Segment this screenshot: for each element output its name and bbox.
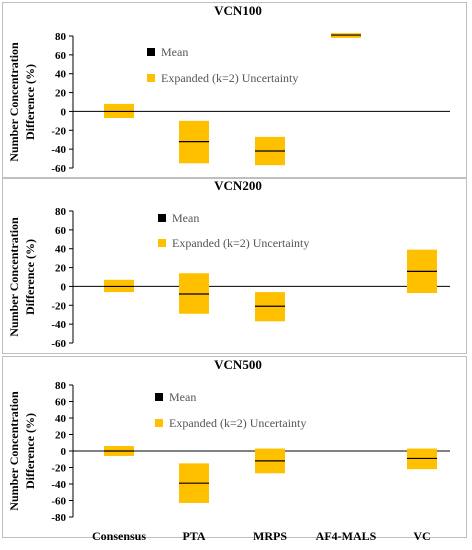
y-tick-label: -60 (51, 163, 66, 175)
y-tick-label: 20 (55, 88, 67, 100)
y-tick-label: 40 (55, 69, 67, 81)
y-tick-label: -20 (51, 300, 66, 312)
y-axis-label: Number Concentration (7, 391, 21, 511)
y-axis-label: Difference (%) (23, 413, 37, 489)
legend-mean-label: Mean (172, 211, 199, 225)
y-axis-label: Difference (%) (23, 239, 37, 315)
legend-mean-swatch (155, 393, 163, 401)
y-tick-label: -40 (51, 479, 66, 491)
panel-frame (2, 178, 467, 354)
y-tick-label: 60 (55, 397, 67, 409)
y-tick-label: -40 (51, 144, 66, 156)
y-tick-label: 40 (55, 244, 67, 256)
y-tick-label: 20 (55, 430, 67, 442)
y-tick-label: -60 (51, 338, 66, 350)
y-tick-label: -20 (51, 463, 66, 475)
y-tick-label: 80 (55, 206, 67, 218)
y-tick-label: 40 (55, 413, 67, 425)
legend-uncertainty-swatch (155, 419, 163, 427)
chart-title: VCN200 (214, 178, 262, 193)
y-axis-label: Number Concentration (7, 42, 21, 162)
y-tick-label: -80 (51, 512, 66, 524)
legend-mean-label: Mean (161, 45, 188, 59)
legend-mean-swatch (147, 48, 155, 56)
legend-uncertainty-label: Expanded (k=2) Uncertainty (161, 71, 298, 85)
y-tick-label: 80 (55, 31, 67, 43)
y-tick-label: -40 (51, 319, 66, 331)
y-tick-label: -60 (51, 496, 66, 508)
y-tick-label: 60 (55, 50, 67, 62)
x-category-label: AF4-MALS (316, 529, 377, 543)
y-axis-label: Difference (%) (23, 64, 37, 140)
y-tick-label: 60 (55, 225, 67, 237)
legend-uncertainty-label: Expanded (k=2) Uncertainty (172, 236, 309, 250)
x-category-label: MRPS (253, 529, 287, 543)
legend-uncertainty-swatch (147, 74, 155, 82)
x-category-label: Consensus (92, 529, 146, 543)
y-tick-label: 20 (55, 263, 67, 275)
panel-frame (2, 2, 467, 178)
y-tick-label: -20 (51, 125, 66, 137)
legend-uncertainty-label: Expanded (k=2) Uncertainty (169, 416, 306, 430)
y-axis-label: Number Concentration (7, 217, 21, 337)
legend-mean-label: Mean (169, 390, 196, 404)
legend-uncertainty-swatch (158, 239, 166, 247)
y-tick-label: 0 (61, 106, 67, 118)
y-tick-label: 0 (61, 281, 67, 293)
legend-mean-swatch (158, 214, 166, 222)
y-tick-label: 80 (55, 380, 67, 392)
chart-title: VCN500 (214, 357, 262, 372)
chart-title: VCN100 (214, 3, 262, 18)
x-category-label: VC (413, 529, 430, 543)
x-category-label: PTA (182, 529, 205, 543)
panel-frame (2, 356, 467, 538)
y-tick-label: 0 (61, 446, 67, 458)
